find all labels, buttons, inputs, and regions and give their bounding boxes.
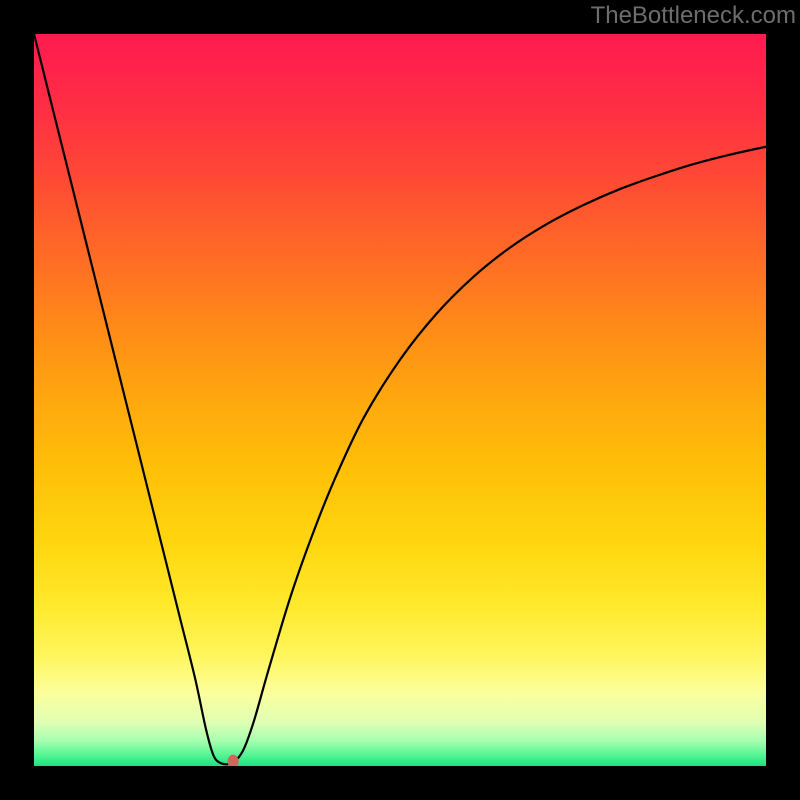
chart-container: TheBottleneck.com — [0, 0, 800, 800]
chart-background — [34, 34, 766, 766]
watermark-text: TheBottleneck.com — [591, 2, 796, 30]
bottleneck-chart — [34, 34, 766, 766]
